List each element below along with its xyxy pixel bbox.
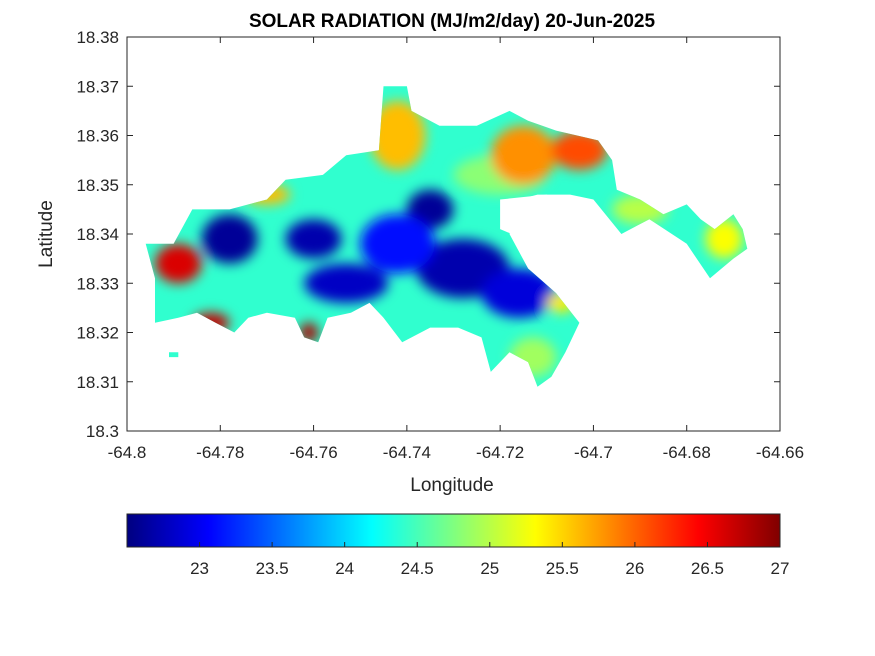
y-tick-label: 18.35 bbox=[76, 176, 119, 195]
land-cutouts bbox=[500, 194, 575, 239]
radiation-feature bbox=[360, 214, 435, 274]
plot-area: -64.8 -64.78 -64.76 -64.74 -64.72 -64.7 -64.68… bbox=[76, 28, 804, 462]
colorbar-tick-label: 23 bbox=[190, 559, 209, 578]
y-tick-label: 18.36 bbox=[76, 127, 119, 146]
x-tick-label: -64.8 bbox=[108, 443, 147, 462]
radiation-feature bbox=[369, 101, 426, 170]
x-tick-label: -64.74 bbox=[383, 443, 431, 462]
colorbar-tick-label: 23.5 bbox=[256, 559, 289, 578]
radiation-feature bbox=[285, 219, 342, 259]
radiation-feature bbox=[481, 268, 557, 318]
y-tick-label: 18.33 bbox=[76, 274, 119, 293]
colorbar-tick-label: 26.5 bbox=[691, 559, 724, 578]
radiation-feature bbox=[551, 130, 608, 170]
radiation-feature bbox=[490, 125, 557, 185]
y-tick-label: 18.37 bbox=[76, 77, 119, 96]
field-features bbox=[154, 101, 743, 377]
y-tick-label: 18.38 bbox=[76, 28, 119, 47]
y-axis-label: Latitude bbox=[36, 200, 57, 268]
radiation-feature bbox=[304, 263, 389, 303]
colorbar: 23 23.5 24 24.5 25 25.5 26 26.5 27 bbox=[126, 513, 789, 578]
y-tick-label: 18.3 bbox=[86, 422, 119, 441]
x-axis-label: Longitude bbox=[410, 475, 493, 496]
y-tick-label: 18.31 bbox=[76, 373, 119, 392]
colorbar-frame bbox=[126, 513, 781, 548]
radiation-feature bbox=[154, 243, 202, 284]
colorbar-tick-label: 25 bbox=[480, 559, 499, 578]
colorbar-tick-label: 26 bbox=[625, 559, 644, 578]
x-tick-label: -64.72 bbox=[476, 443, 524, 462]
x-tick-label: -64.68 bbox=[663, 443, 711, 462]
x-tick-label: -64.78 bbox=[196, 443, 244, 462]
chart-title: SOLAR RADIATION (MJ/m2/day) 20-Jun-2025 bbox=[249, 11, 656, 32]
x-axis: -64.8 -64.78 -64.76 -64.74 -64.72 -64.7 -64.68… bbox=[108, 37, 804, 462]
radiation-feature bbox=[406, 189, 454, 230]
x-tick-label: -64.76 bbox=[289, 443, 337, 462]
colorbar-gradient bbox=[127, 514, 780, 547]
x-tick-label: -64.66 bbox=[756, 443, 804, 462]
colorbar-tick-label: 27 bbox=[771, 559, 790, 578]
y-axis: 18.3 18.31 18.32 18.33 18.34 18.35 18.36 18.37 1… bbox=[76, 28, 780, 441]
colorbar-tick-label: 24.5 bbox=[401, 559, 434, 578]
y-tick-label: 18.32 bbox=[76, 324, 119, 343]
colorbar-tick-label: 25.5 bbox=[546, 559, 579, 578]
land-cutout bbox=[500, 194, 575, 239]
x-tick-label: -64.7 bbox=[574, 443, 613, 462]
y-tick-label: 18.34 bbox=[76, 225, 119, 244]
colorbar-tick-label: 24 bbox=[335, 559, 354, 578]
colorbar-ticks: 23 23.5 24 24.5 25 25.5 26 26.5 27 bbox=[190, 542, 789, 578]
radiation-feature bbox=[201, 214, 258, 264]
